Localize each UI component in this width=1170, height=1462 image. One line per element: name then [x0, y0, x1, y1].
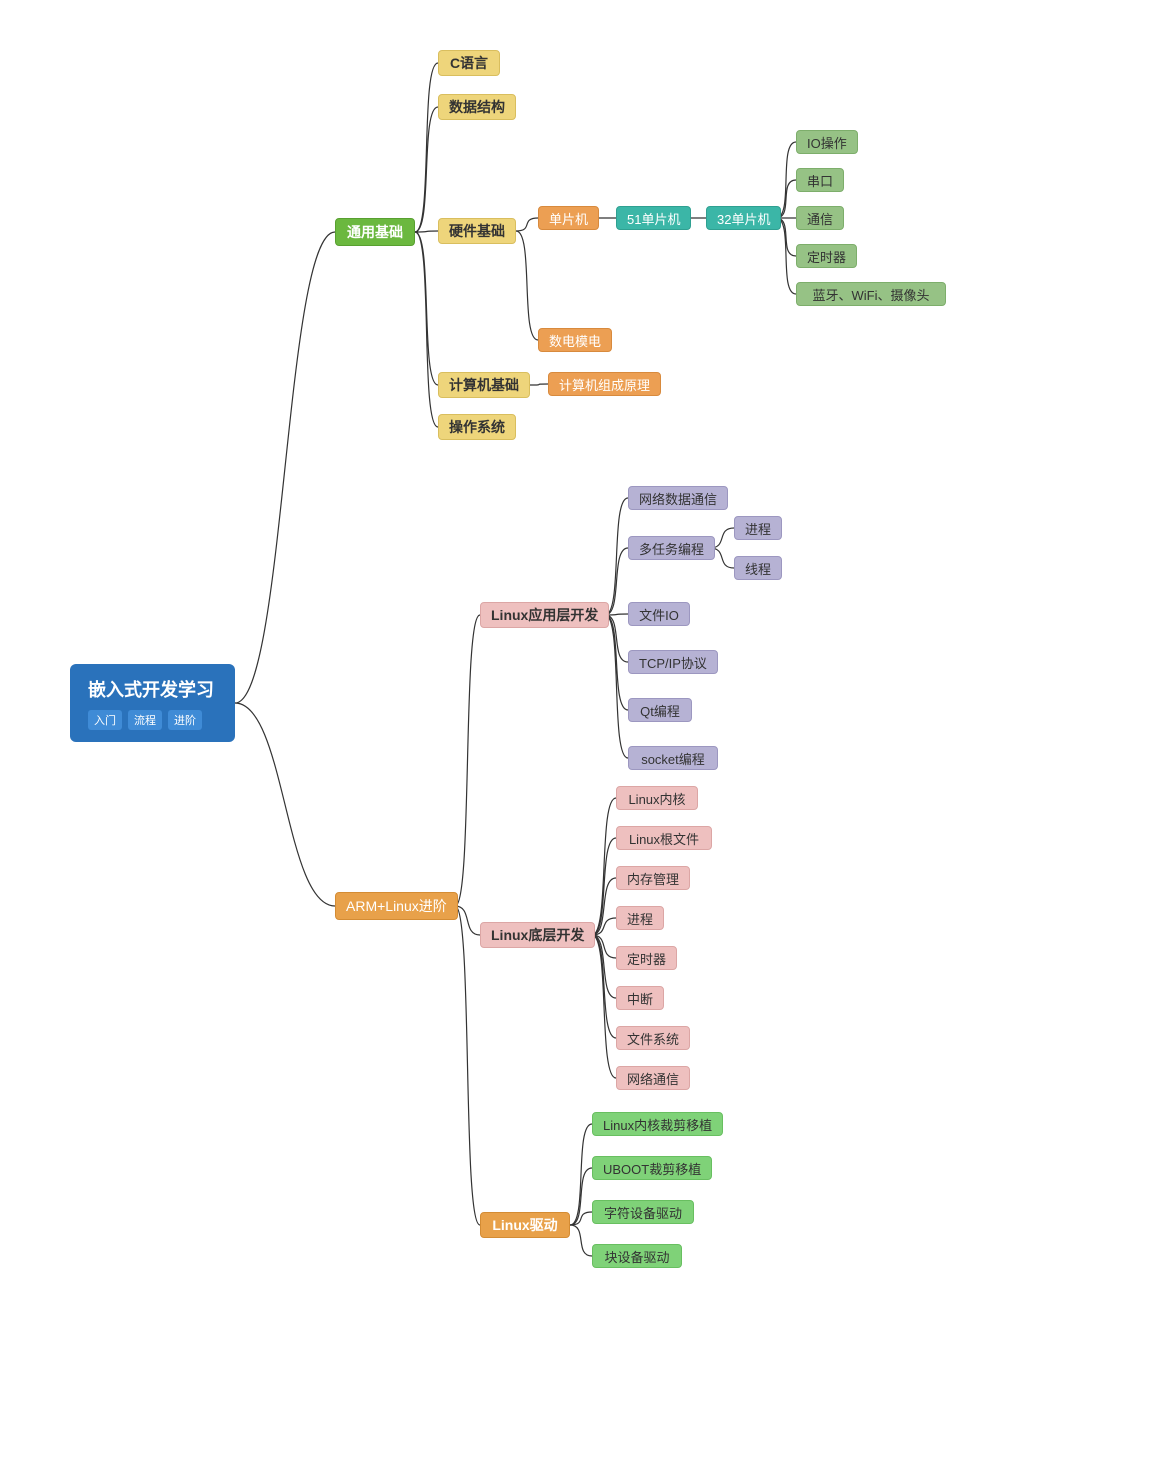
- edge-linuxlow-netcomm: [592, 935, 616, 1078]
- mindmap-node-general[interactable]: 通用基础: [335, 218, 415, 246]
- mindmap-node-proc1[interactable]: 进程: [734, 516, 782, 540]
- edge-root-arm: [235, 703, 335, 906]
- edge-linuxlow-fs: [592, 935, 616, 1038]
- mindmap-node-irq[interactable]: 中断: [616, 986, 664, 1010]
- mindmap-node-blkdev[interactable]: 块设备驱动: [592, 1244, 682, 1268]
- edge-root-general: [235, 232, 335, 703]
- mindmap-node-clang[interactable]: C语言: [438, 50, 500, 76]
- mindmap-node-uboot[interactable]: UBOOT裁剪移植: [592, 1156, 712, 1180]
- mindmap-node-uart[interactable]: 串口: [796, 168, 844, 192]
- mindmap-node-proc2[interactable]: 进程: [616, 906, 664, 930]
- edge-linuxlow-rootfs: [592, 838, 616, 935]
- mindmap-node-fs[interactable]: 文件系统: [616, 1026, 690, 1050]
- edge-hw-analog: [516, 231, 538, 340]
- root-tags: 入门流程进阶: [88, 710, 202, 730]
- mindmap-node-chardev[interactable]: 字符设备驱动: [592, 1200, 694, 1224]
- mindmap-node-timer2[interactable]: 定时器: [616, 946, 677, 970]
- edge-hw-mcu: [516, 218, 538, 231]
- mindmap-node-ds[interactable]: 数据结构: [438, 94, 516, 120]
- root-title: 嵌入式开发学习: [88, 676, 214, 702]
- mindmap-node-multi[interactable]: 多任务编程: [628, 536, 715, 560]
- mindmap-node-linuxapp[interactable]: Linux应用层开发: [480, 602, 609, 628]
- mindmap-node-os[interactable]: 操作系统: [438, 414, 516, 440]
- mindmap-node-hw[interactable]: 硬件基础: [438, 218, 516, 244]
- mindmap-node-qt[interactable]: Qt编程: [628, 698, 692, 722]
- edge-arm-linuxapp: [455, 615, 480, 906]
- mindmap-node-thread[interactable]: 线程: [734, 556, 782, 580]
- edge-linuxlow-kernel: [592, 798, 616, 935]
- mindmap-node-cs[interactable]: 计算机基础: [438, 372, 530, 398]
- mindmap-node-netcomm[interactable]: 网络通信: [616, 1066, 690, 1090]
- mindmap-node-mem[interactable]: 内存管理: [616, 866, 690, 890]
- mindmap-node-tcpip[interactable]: TCP/IP协议: [628, 650, 718, 674]
- mindmap-node-rootfs[interactable]: Linux根文件: [616, 826, 712, 850]
- edge-general-hw: [415, 231, 438, 232]
- edge-arm-linuxdrv: [455, 906, 480, 1225]
- edge-cs-corg: [530, 384, 548, 385]
- mindmap-node-kerncut[interactable]: Linux内核裁剪移植: [592, 1112, 723, 1136]
- mindmap-node-linuxdrv[interactable]: Linux驱动: [480, 1212, 570, 1238]
- root-tag[interactable]: 流程: [128, 710, 162, 730]
- mindmap-node-kernel[interactable]: Linux内核: [616, 786, 698, 810]
- mindmap-node-arm[interactable]: ARM+Linux进阶: [335, 892, 458, 920]
- edge-general-clang: [415, 63, 438, 232]
- mindmap-node-corg[interactable]: 计算机组成原理: [548, 372, 661, 396]
- mindmap-node-netdata[interactable]: 网络数据通信: [628, 486, 728, 510]
- mindmap-node-mcu[interactable]: 单片机: [538, 206, 599, 230]
- mindmap-node-mcu51[interactable]: 51单片机: [616, 206, 691, 230]
- mindmap-node-socket[interactable]: socket编程: [628, 746, 718, 770]
- root-tag[interactable]: 进阶: [168, 710, 202, 730]
- mindmap-node-analog[interactable]: 数电模电: [538, 328, 612, 352]
- edge-linuxdrv-blkdev: [570, 1225, 592, 1256]
- edge-linuxdrv-kerncut: [570, 1124, 592, 1225]
- root-tag[interactable]: 入门: [88, 710, 122, 730]
- mindmap-node-mcu32[interactable]: 32单片机: [706, 206, 781, 230]
- mindmap-node-btwifi[interactable]: 蓝牙、WiFi、摄像头: [796, 282, 946, 306]
- mindmap-root[interactable]: 嵌入式开发学习 入门流程进阶: [70, 664, 235, 742]
- edge-general-ds: [415, 107, 438, 232]
- edge-general-os: [415, 232, 438, 427]
- mindmap-node-io[interactable]: IO操作: [796, 130, 858, 154]
- mindmap-node-fileio[interactable]: 文件IO: [628, 602, 690, 626]
- mindmap-node-linuxlow[interactable]: Linux底层开发: [480, 922, 595, 948]
- mindmap-node-comm[interactable]: 通信: [796, 206, 844, 230]
- edge-linuxapp-netdata: [605, 498, 628, 615]
- mindmap-node-timer1[interactable]: 定时器: [796, 244, 857, 268]
